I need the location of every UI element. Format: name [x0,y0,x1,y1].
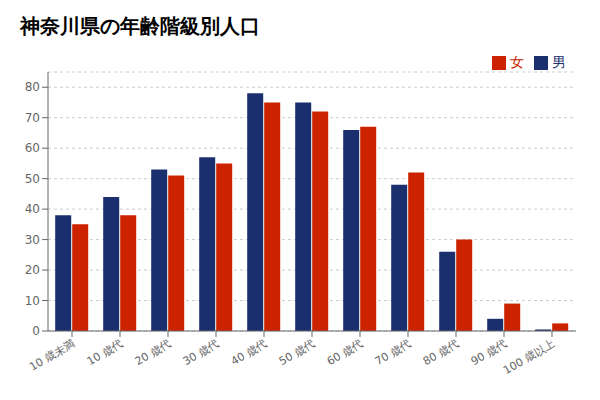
svg-text:80: 80 [25,80,40,94]
svg-text:60 歳代: 60 歳代 [325,337,366,368]
svg-text:100 歳以上: 100 歳以上 [501,337,557,377]
html-text:男: 男 [552,54,566,70]
svg-text:60: 60 [25,141,40,155]
svg-text:10 歳未満: 10 歳未満 [27,337,77,374]
svg-text:10: 10 [25,294,40,308]
svg-text:20 歳代: 20 歳代 [133,337,174,368]
svg-text:50 歳代: 50 歳代 [277,337,318,368]
svg-text:70: 70 [25,111,40,125]
svg-text:70 歳代: 70 歳代 [373,337,414,368]
svg-text:0: 0 [32,324,40,338]
html-text:神奈川県の年齢階級別人口: 神奈川県の年齢階級別人口 [20,14,260,38]
svg-text:90 歳代: 90 歳代 [468,337,510,369]
svg-text:40 歳代: 40 歳代 [229,337,270,368]
svg-text:30: 30 [25,233,40,247]
svg-text:30 歳代: 30 歳代 [181,337,222,368]
svg-text:10 歳代: 10 歳代 [85,337,126,368]
svg-text:40: 40 [25,202,40,216]
svg-text:50: 50 [25,172,40,186]
html-text:女: 女 [510,54,524,70]
svg-text:80 歳代: 80 歳代 [421,337,462,368]
svg-text:20: 20 [25,263,40,277]
